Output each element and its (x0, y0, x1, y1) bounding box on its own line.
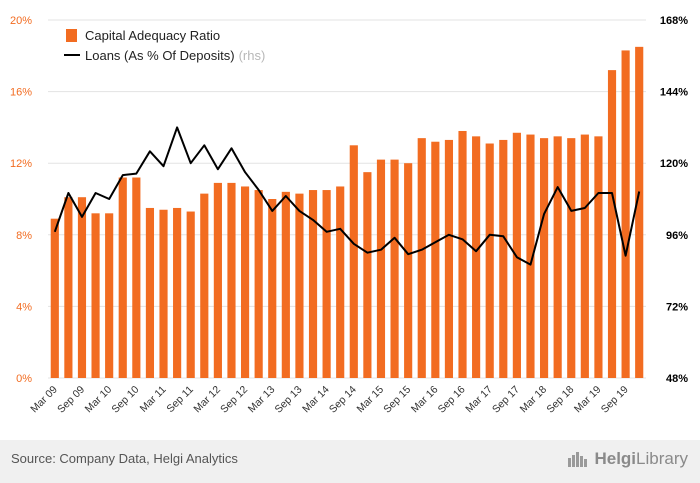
bar (526, 134, 535, 378)
bar (431, 141, 440, 378)
x-tick-label: Sep 19 (599, 384, 631, 416)
x-tick-label: Sep 10 (109, 384, 141, 416)
bar (118, 177, 127, 378)
bar (91, 213, 100, 378)
bar (254, 190, 263, 378)
y-right-tick-label: 48% (666, 373, 688, 385)
x-tick-label: Sep 17 (490, 384, 522, 416)
x-tick-label: Mar 14 (300, 384, 332, 416)
x-tick-label: Mar 13 (246, 384, 278, 416)
y-left-tick-label: 0% (16, 373, 32, 385)
x-tick-label: Sep 14 (327, 384, 359, 416)
y-left-tick-label: 8% (16, 230, 32, 242)
x-tick-label: Sep 11 (164, 384, 196, 416)
loans-line (53, 126, 641, 266)
y-left-tick-label: 4% (16, 301, 32, 313)
line-series (53, 126, 641, 266)
bar (607, 70, 617, 379)
footer: Source: Company Data, Helgi Analytics He… (0, 440, 700, 483)
x-tick-label: Mar 10 (83, 384, 115, 416)
bar (173, 207, 182, 378)
bar (50, 218, 59, 378)
bar (472, 136, 481, 378)
bar (621, 50, 630, 379)
x-tick-label: Sep 15 (381, 384, 413, 416)
bar (404, 163, 413, 378)
chart: 0% 4% 8% 12% 16% 20% 48% 72% 96% 120% 144% 168% Ma… (10, 15, 688, 416)
x-tick-label: Sep 18 (544, 384, 576, 416)
legend-bar-label: Capital Adequacy Ratio (85, 28, 220, 43)
bar (322, 190, 331, 378)
bar (213, 182, 222, 378)
y-right-tick-label: 72% (666, 301, 688, 313)
bar (539, 138, 549, 378)
bar (295, 193, 304, 378)
brand-name-part2: Library (636, 449, 688, 468)
bar (227, 182, 236, 378)
bar (145, 207, 155, 378)
x-tick-label: Sep 13 (273, 384, 305, 416)
bar (635, 46, 644, 378)
bar (105, 213, 114, 378)
y-left-tick-label: 12% (10, 158, 32, 170)
bar (281, 191, 290, 378)
bar (200, 193, 209, 378)
bar (308, 190, 318, 378)
bar (580, 134, 589, 378)
bar (376, 159, 386, 378)
bar (240, 186, 250, 378)
y-left-tick-label: 20% (10, 15, 32, 27)
bar (268, 199, 277, 378)
bar (458, 130, 467, 378)
y-left-tick-label: 16% (10, 87, 32, 99)
legend-line-text: Loans (As % Of Deposits) (85, 48, 235, 63)
x-tick-label: Mar 09 (28, 384, 60, 416)
x-tick-label: Mar 17 (463, 384, 495, 416)
x-tick-label: Sep 12 (218, 384, 250, 416)
y-right-tick-label: 120% (660, 158, 688, 170)
bar (186, 211, 195, 378)
bar (336, 186, 345, 378)
x-tick-label: Mar 19 (572, 384, 604, 416)
x-tick-label: Mar 12 (191, 384, 223, 416)
bar (553, 136, 562, 378)
x-tick-label: Sep 16 (436, 384, 468, 416)
bar (159, 209, 168, 378)
y-axis-right: 48% 72% 96% 120% 144% 168% (660, 15, 688, 385)
bar (417, 138, 426, 378)
legend-line-label: Loans (As % Of Deposits) (rhs) (85, 48, 265, 63)
bar (132, 177, 141, 378)
bar (594, 136, 603, 378)
legend-line-suffix: (rhs) (239, 48, 266, 63)
bar (64, 197, 73, 378)
bar (363, 172, 372, 378)
y-right-tick-label: 168% (660, 15, 688, 27)
y-axis-left: 0% 4% 8% 12% 16% 20% (10, 15, 32, 385)
x-tick-label: Mar 15 (354, 384, 386, 416)
bar (390, 159, 399, 378)
brand-name-part1: Helgi (594, 449, 637, 468)
bar (567, 138, 576, 378)
bar-series (50, 46, 644, 379)
source-text: Source: Company Data, Helgi Analytics (11, 451, 238, 466)
y-right-tick-label: 144% (660, 87, 688, 99)
x-tick-label: Sep 09 (55, 384, 87, 416)
bar (499, 139, 508, 378)
y-right-tick-label: 96% (666, 230, 688, 242)
bar (349, 145, 358, 378)
x-tick-label: Mar 18 (518, 384, 550, 416)
legend: Capital Adequacy Ratio Loans (As % Of De… (64, 28, 265, 63)
bar (77, 197, 87, 378)
x-tick-label: Mar 16 (409, 384, 441, 416)
x-tick-label: Mar 11 (138, 384, 169, 415)
legend-bar-swatch (66, 29, 77, 42)
bar (485, 143, 494, 378)
brand-logo: HelgiLibrary (567, 449, 688, 469)
helgi-library-logo-icon (568, 452, 588, 467)
bar (444, 139, 454, 378)
